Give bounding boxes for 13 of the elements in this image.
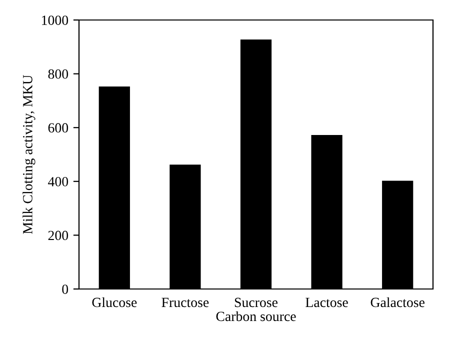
x-axis-title: Carbon source <box>216 311 296 322</box>
y-tick-label: 400 <box>48 176 68 186</box>
y-tick-label: 0 <box>62 284 68 294</box>
x-tick-label: Glucose <box>92 297 137 308</box>
x-tick-label: Fructose <box>162 298 209 308</box>
x-tick-label: Lactose <box>306 298 348 308</box>
x-tick-label: Sucrose <box>234 298 278 308</box>
y-tick-label: 200 <box>48 230 68 240</box>
x-tick-label: Galactose <box>370 297 424 308</box>
y-axis-title: Milk Clotting activity, MKU <box>22 74 36 234</box>
y-tick-label: 600 <box>48 123 68 133</box>
y-tick-label: 1000 <box>42 16 68 25</box>
y-tick-label: 800 <box>48 69 68 79</box>
